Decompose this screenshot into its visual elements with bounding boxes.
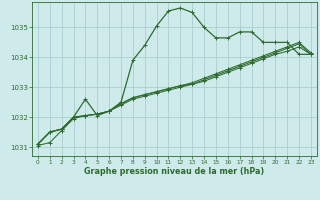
- X-axis label: Graphe pression niveau de la mer (hPa): Graphe pression niveau de la mer (hPa): [84, 167, 265, 176]
